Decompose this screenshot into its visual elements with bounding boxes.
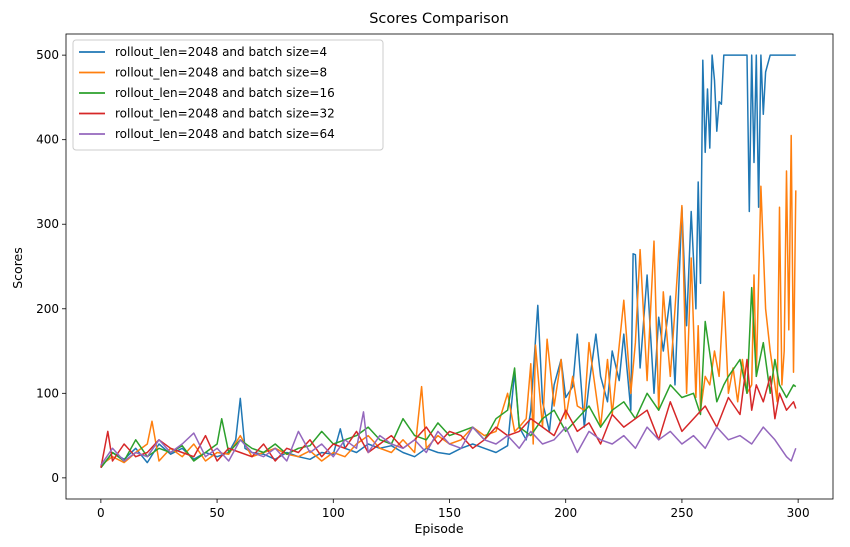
y-tick-label: 100 [36,386,59,400]
legend-label-3: rollout_len=2048 and batch size=16 [115,86,335,100]
y-tick-label: 300 [36,217,59,231]
x-tick-label: 100 [322,506,345,520]
y-tick-label: 400 [36,133,59,147]
x-tick-label: 200 [554,506,577,520]
y-axis-label: Scores [10,247,25,289]
series-line-4 [100,358,797,468]
legend: rollout_len=2048 and batch size=4 rollout… [72,39,384,151]
legend-box [72,39,384,151]
y-tick-label: 200 [36,302,59,316]
y-tick-label: 500 [36,48,59,62]
series-line-3 [100,286,797,469]
chart-title: Scores Comparison [369,11,509,27]
series-layer [100,54,797,469]
x-axis-label: Episode [414,521,463,536]
legend-label-5: rollout_len=2048 and batch size=64 [115,127,335,141]
legend-label-2: rollout_len=2048 and batch size=8 [115,66,327,80]
x-tick-label: 300 [787,506,810,520]
y-tick-label: 0 [51,471,59,485]
x-tick-label: 150 [438,506,461,520]
axes-layer: 0 50 100 150 200 250 300 0 100 200 300 400 500 [36,33,834,520]
x-tick-label: 250 [670,506,693,520]
x-tick-label: 50 [209,506,224,520]
x-tick-label: 0 [97,506,105,520]
legend-label-1: rollout_len=2048 and batch size=4 [115,45,327,59]
legend-label-4: rollout_len=2048 and batch size=32 [115,107,335,121]
series-line-5 [100,411,797,466]
